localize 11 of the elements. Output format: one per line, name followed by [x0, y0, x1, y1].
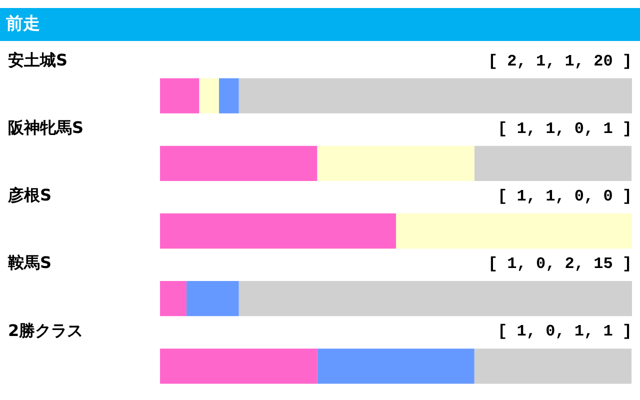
y-tick-label: 鞍馬S	[7, 253, 52, 272]
y-tick-label: 阪神牝馬S	[8, 118, 84, 137]
annotation: [ 1, 0, 2, 15 ]	[488, 255, 632, 274]
y-tick-label: 安土城S	[8, 50, 68, 70]
annotation: [ 2, 1, 1, 20 ]	[488, 52, 632, 70]
y-tick-label: 彦根S	[7, 186, 52, 205]
annotation: [ 1, 1, 0, 1 ]	[498, 120, 632, 138]
text: 前走	[0, 8, 640, 41]
y-tick-label: 2勝クラス	[8, 320, 84, 340]
annotation: [ 1, 0, 1, 1 ]	[498, 322, 632, 341]
annotation: [ 1, 1, 0, 0 ]	[498, 187, 632, 206]
